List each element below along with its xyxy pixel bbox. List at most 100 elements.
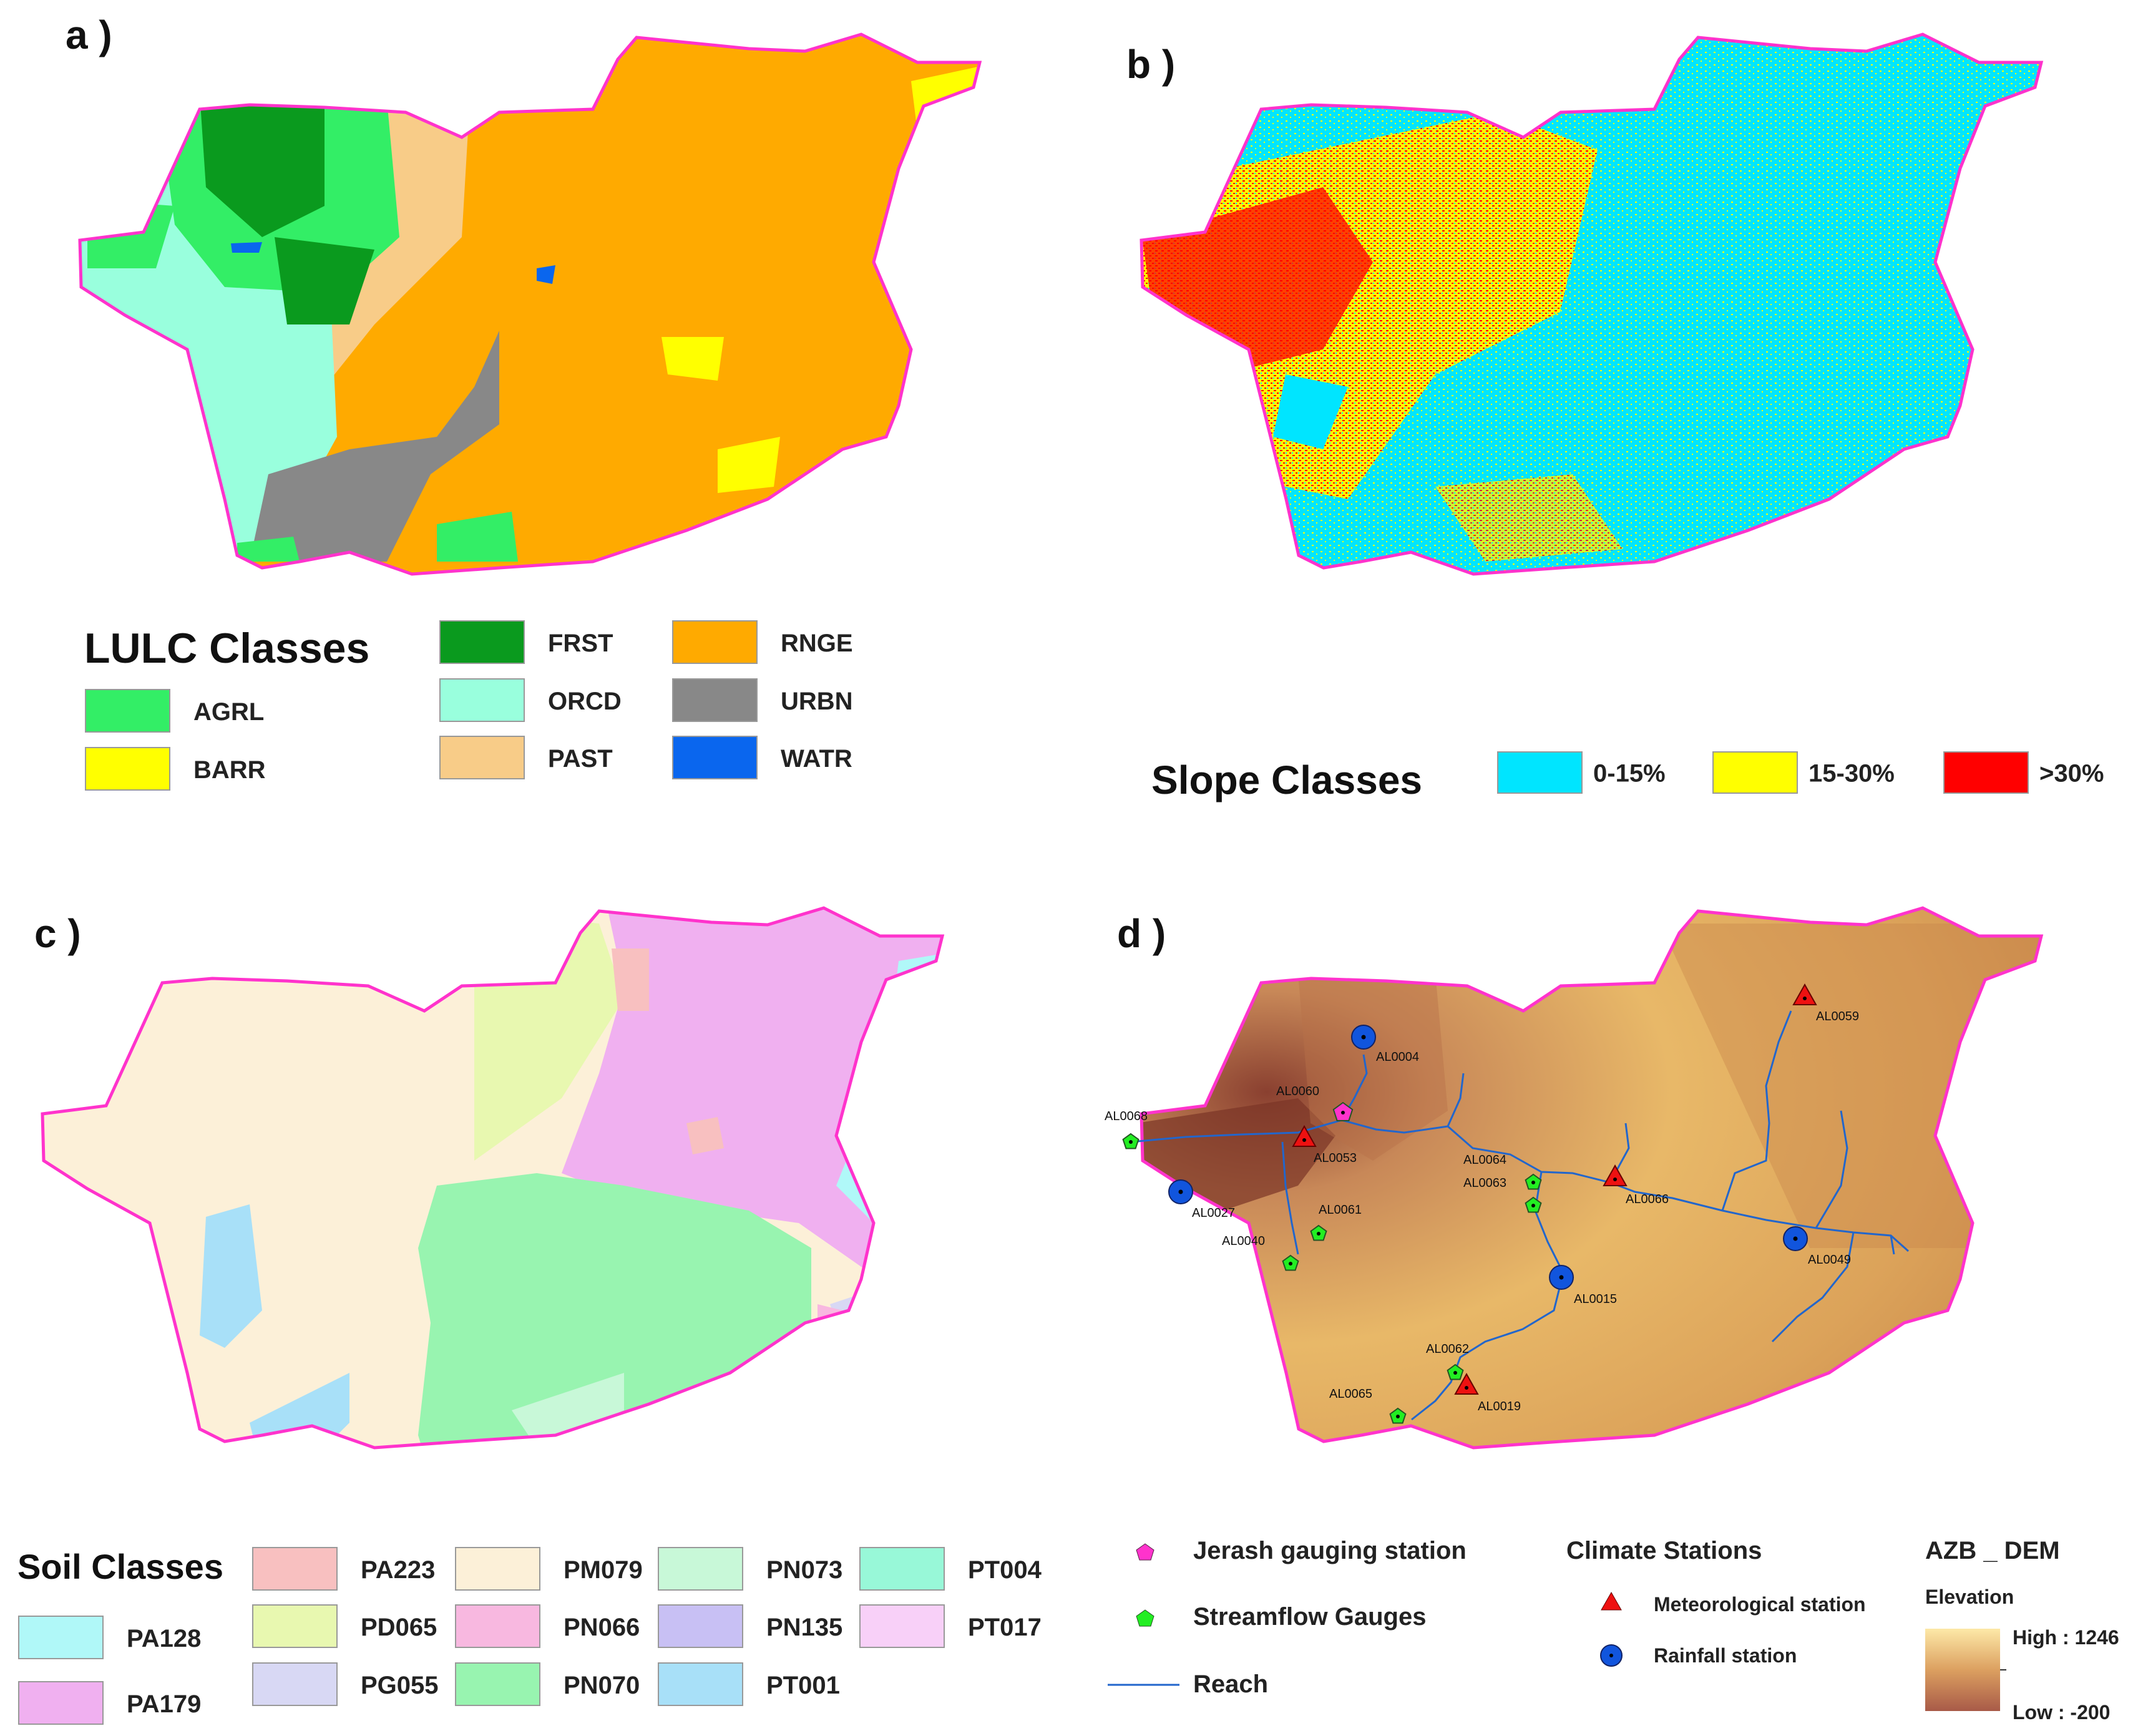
legend-label: FRST [548,630,613,657]
station-al0049[interactable]: AL0049 [1783,1226,1851,1267]
panel-a: a ) LULC Classes AGRL BARR FRST ORCD PAST RNG… [66,12,998,791]
station-al0064[interactable]: AL0064 [1463,1153,1542,1190]
station-label: AL0053 [1314,1151,1357,1165]
streamflow-pentagon-icon [1136,1609,1154,1627]
legend-item-pn135: PN135 [658,1604,842,1648]
legend-swatch [439,678,525,722]
legend-label: 0-15% [1593,760,1666,788]
reach-network [1130,1010,1909,1421]
legend-label: PN070 [564,1672,640,1699]
meteorological-legend-label: Meteorological station [1654,1593,1866,1616]
legend-swatch [658,1604,743,1648]
station-label: AL0065 [1329,1387,1372,1401]
legend-swatch [455,1604,540,1648]
jerash-pentagon-icon [1136,1543,1154,1561]
rainfall-dot-icon [1609,1654,1613,1657]
reach-legend-entry: Reach [1108,1670,1268,1698]
legend-item-agrl: AGRL [85,689,264,733]
legend-swatch [859,1547,945,1591]
legend-swatch [439,620,525,664]
legend-item-urbn: URBN [672,678,853,722]
legend-label: PG055 [361,1672,439,1699]
meteorological-station-icon [1292,1124,1317,1147]
station-al0004[interactable]: AL0004 [1351,1025,1419,1064]
station-center-dot [1793,1236,1798,1241]
legend-label: URBN [781,688,853,715]
legend-label: >30% [2039,760,2104,788]
legend-swatch [658,1662,743,1706]
slope-legend: 0-15% 15-30% >30% [1497,751,2104,794]
station-center-dot [1531,1181,1535,1184]
legend-swatch [252,1662,338,1706]
station-center-dot [1613,1178,1617,1181]
station-al0040[interactable]: AL0040 [1222,1234,1299,1271]
meteorological-triangle-icon [1601,1591,1622,1611]
station-center-dot [1341,1111,1345,1114]
legend-swatch [252,1547,338,1591]
legend-item-pd065: PD065 [252,1604,437,1648]
station-al0062[interactable]: AL0062 [1426,1342,1469,1380]
station-al0061[interactable]: AL0061 [1310,1203,1362,1241]
station-al0060[interactable]: AL0060 [1276,1085,1354,1121]
slope-legend-title: Slope Classes [1151,758,1422,802]
panel-c-label: c ) [34,911,81,956]
rainfall-legend-entry: Rainfall station [1600,1644,1797,1667]
jerash-legend-label: Jerash gauging station [1193,1537,1467,1564]
station-al0063[interactable]: AL0063 [1463,1176,1542,1213]
legend-swatch [859,1604,945,1648]
panel-a-label: a ) [66,12,112,57]
legend-label: 15-30% [1809,760,1895,788]
legend-swatch [18,1616,104,1659]
station-center-dot [1361,1035,1366,1040]
station-center-dot [1531,1204,1535,1207]
jerash-legend-entry: Jerash gauging station [1136,1537,1467,1564]
panel-c: c ) Soil Classes PA128 PA179 PA223 PD065 PG0… [17,899,1042,1725]
station-center-dot [1302,1138,1306,1142]
station-center-dot [1129,1140,1133,1144]
station-al0066[interactable]: AL0066 [1603,1164,1669,1206]
legend-label: PA179 [127,1690,201,1718]
station-label: AL0066 [1626,1192,1669,1206]
legend-item-watr: WATR [672,736,852,779]
streamflow-legend-entry: Streamflow Gauges [1136,1603,1426,1631]
station-label: AL0062 [1426,1342,1469,1356]
legend-label: RNGE [781,630,853,657]
legend-label: PT004 [968,1556,1042,1584]
legend-item-orcd: ORCD [439,678,622,722]
legend-item-frst: FRST [439,620,613,664]
legend-label: PA223 [361,1556,435,1584]
legend-item-015: 0-15% [1497,751,1666,794]
legend-item-rnge: RNGE [672,620,853,664]
soil-map [42,908,942,1448]
panel-b-label: b ) [1126,42,1175,87]
legend-label: PN073 [766,1556,842,1584]
legend-label: PA128 [127,1625,201,1652]
lulc-legend: AGRL BARR FRST ORCD PAST RNGE URBN WATR [85,620,853,791]
legend-item-pa223: PA223 [252,1547,435,1591]
legend-swatch [672,736,758,779]
legend-label: PN135 [766,1614,842,1641]
legend-swatch [85,689,170,733]
legend-item-pt017: PT017 [859,1604,1042,1648]
station-al0015[interactable]: AL0015 [1549,1265,1617,1306]
station-al0065[interactable]: AL0065 [1329,1387,1407,1424]
station-al0027[interactable]: AL0027 [1168,1179,1235,1220]
panel-d: d ) AL0004 AL0060 AL0068 AL0053 AL0027 AL0061… [1105,874,2119,1724]
station-center-dot [1289,1262,1292,1265]
station-al0059[interactable]: AL0059 [1792,983,1859,1023]
station-al0019[interactable]: AL0019 [1454,1372,1521,1413]
station-label: AL0019 [1478,1400,1521,1413]
station-label: AL0059 [1816,1010,1859,1023]
station-center-dot [1465,1386,1468,1390]
panel-b: b ) Slope Classes 0-15% 15-30% >30% [1126,25,2104,802]
panel-d-label: d ) [1117,911,1166,956]
legend-swatch [1497,751,1583,794]
legend-item-1530: 15-30% [1712,751,1895,794]
station-label: AL0060 [1276,1085,1319,1098]
legend-item-30: >30% [1943,751,2104,794]
legend-item-pt004: PT004 [859,1547,1042,1591]
legend-swatch [439,736,525,779]
station-al0053[interactable]: AL0053 [1292,1124,1357,1165]
stations-layer: AL0004 AL0060 AL0068 AL0053 AL0027 AL0061 AL00… [1105,983,1859,1424]
station-al0068[interactable]: AL0068 [1105,1109,1148,1149]
